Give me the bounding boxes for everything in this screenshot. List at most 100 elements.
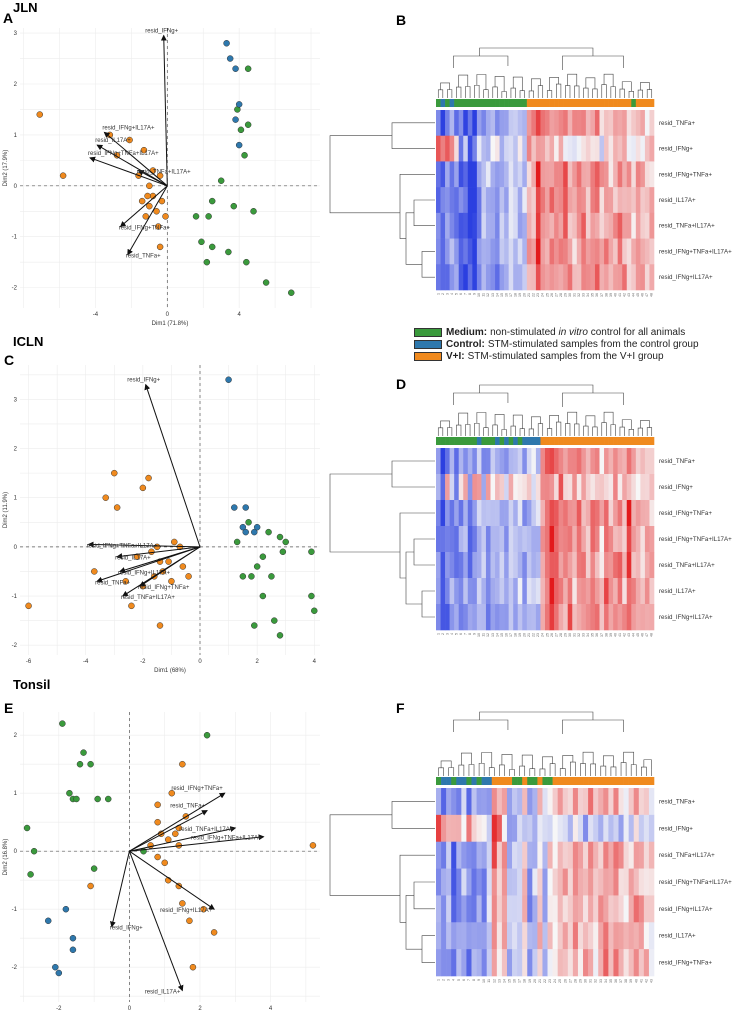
pca-a-point-control xyxy=(235,141,243,149)
heatmap-b-cell xyxy=(504,238,509,265)
heatmap-f-cell xyxy=(648,814,655,843)
pca-e-arrow xyxy=(129,810,208,852)
heatmap-b-col-dendrogram xyxy=(549,77,559,91)
heatmap-d-group-cell xyxy=(622,437,628,445)
heatmap-f-cell xyxy=(618,868,624,896)
heatmap-b-cell xyxy=(622,238,628,265)
heatmap-b-cell xyxy=(631,212,637,239)
heatmap-f-cell xyxy=(547,814,553,843)
heatmap-b-cell xyxy=(504,212,509,239)
heatmap-f-cell xyxy=(638,868,645,896)
heatmap-f-group-cell xyxy=(593,777,599,785)
pca-c-xtick: 4 xyxy=(313,659,317,665)
heatmap-d-cell xyxy=(635,604,641,631)
heatmap-d-col-label: 19 xyxy=(518,633,522,637)
heatmap-d-cell xyxy=(626,526,632,553)
heatmap-d-cell xyxy=(594,474,600,501)
heatmap-b-cell xyxy=(576,161,582,188)
heatmap-d-cell xyxy=(576,448,582,475)
heatmap-f-cell xyxy=(451,922,457,950)
heatmap-d-cell xyxy=(504,552,509,579)
heatmap-b-col-label: 46 xyxy=(641,293,645,297)
heatmap-d-cell xyxy=(436,552,441,579)
heatmap-b-group-cell xyxy=(513,99,519,107)
heatmap-b-cell xyxy=(445,135,450,162)
heatmap-d-cell xyxy=(558,604,564,631)
heatmap-b-cell xyxy=(517,212,523,239)
heatmap-b-col-dendrogram xyxy=(453,55,509,68)
pca-a-ylabel: Dim2 (17.9%) xyxy=(3,150,9,187)
pca-a-point-vi xyxy=(146,182,153,190)
heatmap-d-cell xyxy=(585,500,591,527)
heatmap-f-cell xyxy=(481,949,487,977)
heatmap-b-group-cell xyxy=(558,99,564,107)
pca-a-point-medium xyxy=(208,243,216,251)
heatmap-b-group-cell xyxy=(463,99,469,107)
pca-c-point-control xyxy=(225,376,232,383)
heatmap-f-cell xyxy=(613,922,619,950)
panel-letter-f: F xyxy=(396,700,405,716)
heatmap-f-cell xyxy=(633,788,640,816)
heatmap-f-cell xyxy=(557,814,564,843)
heatmap-f-cell xyxy=(603,788,609,816)
heatmap-d-cell xyxy=(594,500,600,527)
heatmap-f-col-label: 40 xyxy=(634,979,638,983)
heatmap-d-col-label: 34 xyxy=(586,633,590,637)
heatmap-b-cell xyxy=(590,110,596,137)
heatmap-b-cell xyxy=(626,212,632,239)
heatmap-d-col-dendrogram xyxy=(492,424,498,436)
heatmap-b-cell xyxy=(472,110,478,137)
heatmap-d-cell xyxy=(463,578,469,605)
heatmap-b-cell xyxy=(626,110,632,137)
heatmap-f-cell xyxy=(643,814,650,843)
heatmap-b-cell xyxy=(626,161,632,188)
heatmap-b-cell xyxy=(513,187,519,214)
heatmap-b-col-dendrogram xyxy=(610,86,616,98)
pca-a-point-vi xyxy=(140,146,148,154)
pca-e-point-vi xyxy=(87,882,94,890)
heatmap-d-cell xyxy=(522,526,528,553)
heatmap-d-col-label: 6 xyxy=(459,633,463,635)
heatmap-f-cell xyxy=(643,788,650,816)
heatmap-f-cell xyxy=(441,949,447,977)
heatmap-f-cell xyxy=(506,788,513,816)
heatmap-b-cell xyxy=(531,110,537,137)
heatmap-f-cell xyxy=(481,814,487,843)
heatmap-b-cell xyxy=(635,238,641,265)
heatmap-d-cell xyxy=(558,526,564,553)
heatmap-f-cell xyxy=(456,814,462,843)
heatmap-d-cell xyxy=(472,526,478,553)
heatmap-f-cell xyxy=(547,922,553,950)
pca-e-point-vi xyxy=(168,789,176,797)
heatmap-f-cell xyxy=(522,841,528,869)
heatmap-b-cell xyxy=(495,187,500,214)
heatmap-b-group-cell xyxy=(449,99,455,107)
heatmap-b-col-label: 24 xyxy=(541,293,545,297)
heatmap-b-group-cell xyxy=(640,99,646,107)
heatmap-b-cell xyxy=(599,187,605,214)
heatmap-d-col-label: 13 xyxy=(491,633,495,637)
heatmap-f-cell xyxy=(648,841,655,869)
heatmap-d-cell xyxy=(517,526,523,553)
heatmap-b-cell xyxy=(445,238,450,265)
heatmap-b-cell xyxy=(545,187,550,214)
heatmap-f-cell xyxy=(633,949,640,977)
heatmap-f-group-cell xyxy=(623,777,629,785)
heatmap-b-cell xyxy=(608,187,614,214)
heatmap-b-group-cell xyxy=(481,99,487,107)
heatmap-d-group-cell xyxy=(458,437,464,445)
pca-c-point-control xyxy=(231,504,238,511)
heatmap-b-cell xyxy=(508,212,514,239)
pca-c-point-medium xyxy=(265,528,272,536)
heatmap-b-cell xyxy=(499,187,505,214)
heatmap-d-row-dendrogram xyxy=(391,460,435,488)
heatmap-f-cell xyxy=(638,949,645,977)
heatmap-f-cell xyxy=(638,841,645,869)
heatmap-b-cell xyxy=(481,187,487,214)
pca-c-arrow-label: resid_IFNg+ xyxy=(127,378,160,384)
heatmap-b-cell xyxy=(622,212,628,239)
heatmap-d-col-label: 30 xyxy=(568,633,572,637)
heatmap-b-cell xyxy=(531,264,537,291)
pca-e-arrow xyxy=(109,851,130,928)
heatmap-f-cell xyxy=(628,868,635,896)
